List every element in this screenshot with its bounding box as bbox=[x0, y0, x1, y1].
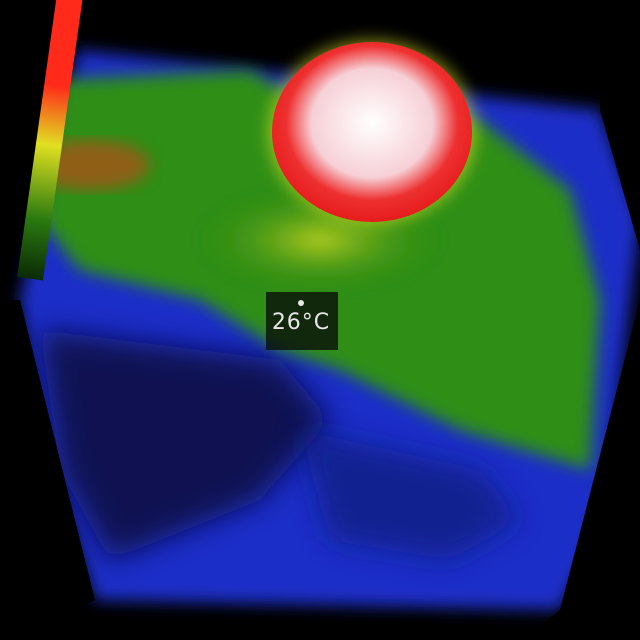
crosshair-dot-icon bbox=[298, 300, 304, 306]
temperature-value: 26°C bbox=[262, 312, 340, 334]
temperature-readout: 26°C bbox=[262, 294, 340, 348]
